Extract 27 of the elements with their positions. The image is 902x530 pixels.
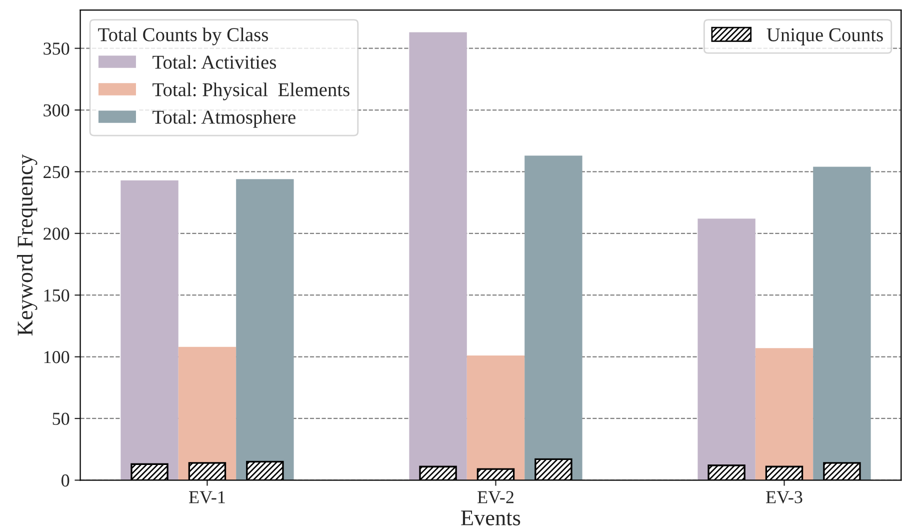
y-axis-title: Keyword Frequency bbox=[17, 154, 38, 336]
bar bbox=[698, 218, 756, 480]
y-tick-label: 250 bbox=[44, 166, 70, 178]
y-tick-label: 350 bbox=[44, 42, 70, 55]
bar bbox=[755, 348, 814, 480]
legend-label: Total: Activities bbox=[152, 55, 276, 69]
y-tick-label: 100 bbox=[44, 351, 70, 364]
x-tick-label: EV-2 bbox=[478, 491, 514, 504]
legend-title: Total Counts by Class bbox=[98, 28, 268, 46]
bar bbox=[524, 156, 582, 480]
y-tick-label: 200 bbox=[44, 228, 70, 240]
x-tick-label: EV-1 bbox=[189, 491, 225, 504]
y-tick-label: 150 bbox=[44, 289, 70, 302]
legend-label: Total: Physical Elements bbox=[152, 82, 350, 100]
bar bbox=[120, 180, 178, 480]
bar bbox=[178, 346, 236, 480]
y-tick-label: 300 bbox=[44, 104, 70, 116]
x-axis-title: Events bbox=[461, 510, 520, 526]
bar bbox=[236, 179, 294, 480]
bar bbox=[466, 356, 525, 480]
legend-label: Unique Counts bbox=[766, 28, 883, 46]
x-tick-label: EV-3 bbox=[766, 491, 802, 504]
legend-label: Total: Atmosphere bbox=[152, 110, 296, 128]
bar bbox=[409, 32, 467, 480]
y-tick-label: 0 bbox=[62, 474, 70, 487]
y-tick-label: 50 bbox=[52, 412, 70, 425]
bar bbox=[813, 166, 871, 480]
